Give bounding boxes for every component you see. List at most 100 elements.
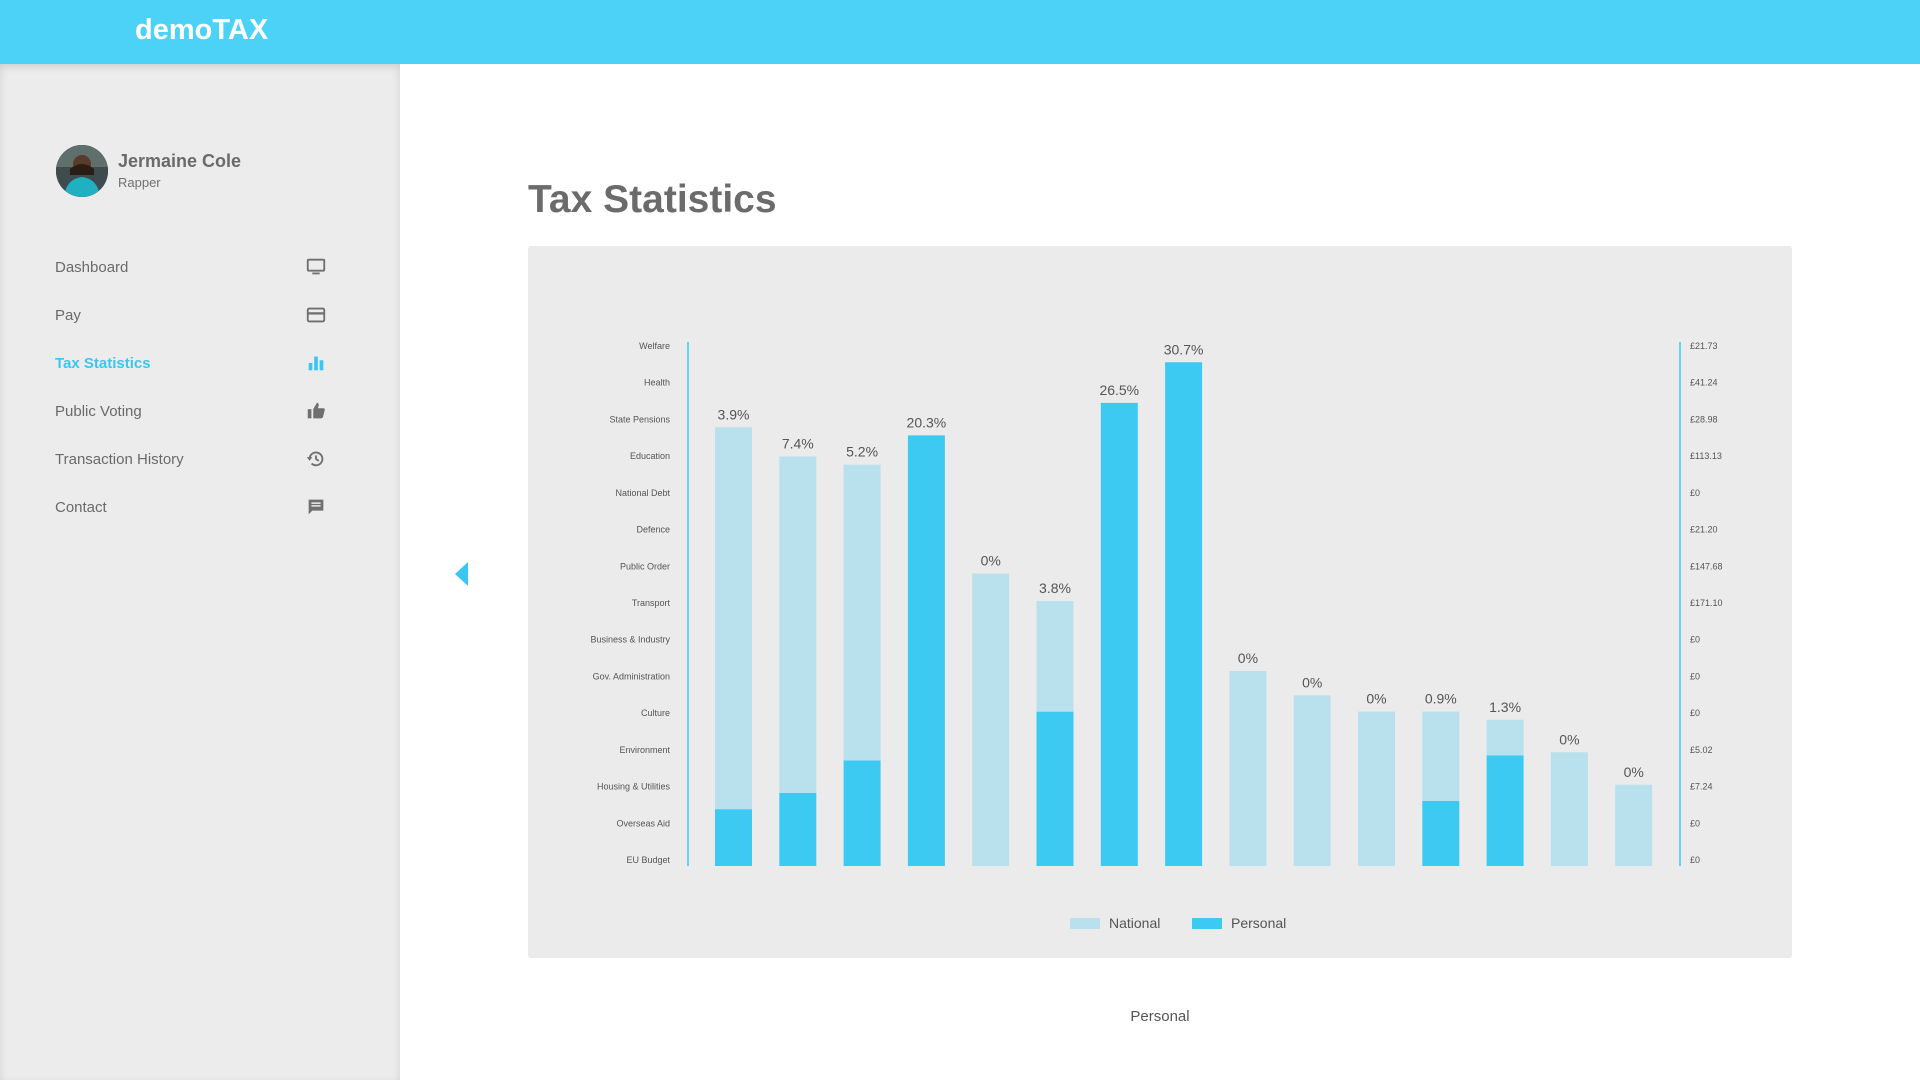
chart-canvas: Welfare £21.73 Health £41.24 State Pensions £… [590,341,1723,931]
amount-tick-label: £0 [1690,855,1700,865]
sidebar-item-label: Contact [55,499,107,516]
bar-data-label: 0% [1559,731,1579,747]
bar-national [1422,711,1460,801]
bar-data-label: 0% [1366,691,1386,707]
bar-data-label: 0% [981,553,1001,569]
sidebar: Jermaine Cole Rapper Dashboard Pay Tax S… [0,64,400,1080]
history-icon [305,448,327,470]
bar-data-label: 26.5% [1099,382,1139,398]
avatar[interactable] [56,145,108,197]
amount-tick-label: £0 [1690,818,1700,828]
bar-national [1358,711,1395,866]
category-tick-label: Defence [636,525,670,535]
bar-national [1036,601,1074,712]
bar-data-label: 3.8% [1039,580,1071,596]
bar-data-label: 3.9% [718,406,750,422]
category-tick-label: Overseas Aid [616,818,670,828]
sidebar-item-dashboard[interactable]: Dashboard [0,244,400,292]
amount-tick-label: £21.73 [1690,341,1718,351]
bar-data-label: 1.3% [1489,699,1521,715]
page-title: Tax Statistics [528,178,777,221]
bar-data-label: 0% [1302,674,1322,690]
category-tick-label: State Pensions [609,414,670,424]
bar-personal [1486,755,1524,866]
bar-data-label: 0.9% [1425,691,1457,707]
sidebar-item-label: Transaction History [55,451,184,468]
amount-tick-label: £5.02 [1690,745,1713,755]
arrow-left-icon[interactable] [452,560,470,588]
monitor-icon [305,256,327,278]
category-tick-label: Transport [632,598,671,608]
sidebar-item-public-voting[interactable]: Public Voting [0,388,400,436]
category-tick-label: Public Order [620,561,670,571]
user-profile[interactable]: Jermaine Cole Rapper [56,145,356,199]
bar-data-label: 20.3% [907,414,947,430]
category-tick-label: National Debt [615,488,670,498]
category-tick-label: Housing & Utilities [597,782,671,792]
category-tick-label: EU Budget [626,855,670,865]
bar-data-label: 5.2% [846,444,878,460]
legend-label-personal: Personal [1231,915,1286,931]
credit-card-icon [305,304,327,326]
bar-national [1486,719,1524,756]
category-tick-label: Education [630,451,670,461]
top-bar: demoTAX [0,0,1920,64]
bar-data-label: 0% [1238,650,1258,666]
sidebar-item-contact[interactable]: Contact [0,484,400,532]
user-role: Rapper [118,175,161,190]
bar-data-label: 0% [1624,764,1644,780]
sidebar-item-tax-statistics[interactable]: Tax Statistics [0,340,400,388]
bar-national [1229,671,1267,866]
amount-tick-label: £0 [1690,488,1700,498]
category-tick-label: Welfare [639,341,670,351]
sidebar-item-label: Public Voting [55,403,142,420]
chat-icon [305,496,327,518]
legend-swatch-personal [1192,918,1222,929]
bar-personal [779,792,817,866]
amount-tick-label: £113.13 [1690,451,1722,461]
bar-data-label: 30.7% [1164,341,1204,357]
bar-national [1615,784,1653,866]
bar-data-label: 7.4% [782,436,814,452]
category-tick-label: Health [644,378,670,388]
bar-personal [907,435,945,866]
amount-tick-label: £0 [1690,708,1700,718]
amount-tick-label: £171.10 [1690,598,1723,608]
bar-national [779,456,817,793]
sidebar-nav: Dashboard Pay Tax Statistics Public Voti… [0,244,400,532]
amount-tick-label: £7.24 [1690,782,1713,792]
tax-statistics-chart: Welfare £21.73 Health £41.24 State Pensions £… [528,246,1792,958]
bar-national [972,573,1010,866]
bar-personal [715,809,752,866]
bar-personal [1036,711,1074,866]
amount-tick-label: £147.68 [1690,561,1723,571]
amount-tick-label: £41.24 [1690,378,1718,388]
legend-swatch-national [1070,918,1100,929]
sidebar-item-label: Pay [55,307,81,324]
bar-national [715,427,752,810]
bar-national [1550,752,1588,866]
amount-tick-label: £28.98 [1690,414,1718,424]
bar-personal [1422,801,1460,866]
category-tick-label: Environment [619,745,670,755]
chart-view-label: Personal [1130,1008,1190,1025]
bar-national [843,464,881,761]
sidebar-item-label: Tax Statistics [55,355,151,372]
thumbs-up-icon [305,400,327,422]
bar-national [1293,695,1331,866]
brand-logo[interactable]: demoTAX [135,14,269,46]
bar-chart-icon [305,352,327,374]
sidebar-item-transaction-history[interactable]: Transaction History [0,436,400,484]
bar-personal [1165,362,1203,866]
bar-personal [1100,402,1138,866]
legend-label-national: National [1109,915,1160,931]
bar-personal [843,760,881,866]
amount-tick-label: £0 [1690,635,1700,645]
user-name: Jermaine Cole [118,151,242,171]
amount-tick-label: £0 [1690,671,1700,681]
category-tick-label: Business & Industry [590,635,670,645]
amount-tick-label: £21.20 [1690,525,1718,535]
category-tick-label: Gov. Administration [593,671,670,681]
sidebar-item-pay[interactable]: Pay [0,292,400,340]
category-tick-label: Culture [641,708,670,718]
